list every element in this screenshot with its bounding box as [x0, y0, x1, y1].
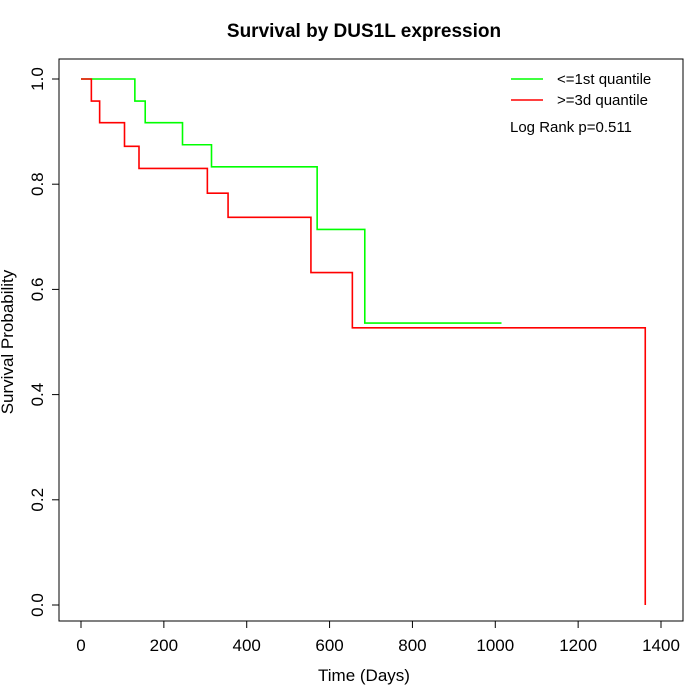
- y-axis-label: Survival Probability: [0, 269, 17, 414]
- axes-group: 0 200 400 600 800 1000 1200 1400 0.0 0.2 0.4 0.6 0.8…: [28, 67, 680, 655]
- x-tick-label: 0: [76, 636, 85, 655]
- series-group: [81, 78, 647, 605]
- legend-label: >=3d quantile: [557, 92, 648, 109]
- x-tick-label: 1400: [642, 636, 680, 655]
- x-tick-label: 600: [315, 636, 343, 655]
- x-tick-label: 1200: [559, 636, 597, 655]
- y-tick-label: 0.4: [28, 383, 47, 407]
- x-tick-label: 800: [398, 636, 426, 655]
- legend: <=1st quantile >=3d quantile: [511, 71, 651, 109]
- y-tick-label: 0.6: [28, 278, 47, 302]
- legend-label: <=1st quantile: [557, 71, 651, 88]
- plot-frame: [58, 58, 684, 622]
- series-line-1: [81, 78, 647, 605]
- y-tick-label: 0.2: [28, 488, 47, 512]
- x-axis-label: Time (Days): [318, 666, 410, 685]
- log-rank-annotation: Log Rank p=0.511: [510, 119, 632, 136]
- y-tick-label: 1.0: [28, 67, 47, 91]
- y-tick-label: 0.8: [28, 172, 47, 196]
- x-tick-label: 400: [233, 636, 261, 655]
- x-tick-label: 200: [150, 636, 178, 655]
- y-tick-label: 0.0: [28, 593, 47, 617]
- x-tick-label: 1000: [476, 636, 514, 655]
- chart-title: Survival by DUS1L expression: [227, 21, 501, 42]
- series-line-0: [81, 78, 502, 324]
